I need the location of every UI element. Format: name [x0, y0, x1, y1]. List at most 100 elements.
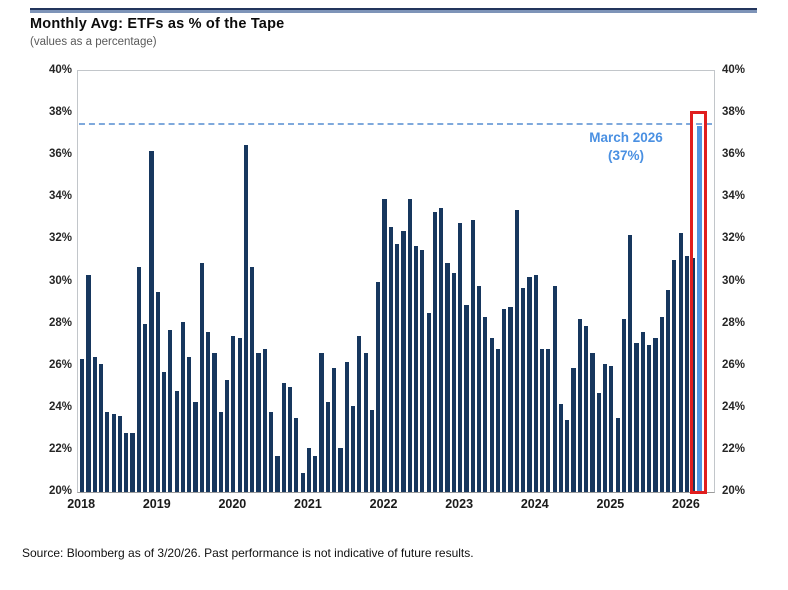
- source-note: Source: Bloomberg as of 3/20/26. Past pe…: [22, 546, 474, 560]
- bar: [80, 359, 85, 492]
- bar: [621, 319, 627, 492]
- bar: [615, 418, 620, 492]
- x-tick-label-year: 2020: [218, 497, 247, 511]
- bar: [287, 386, 293, 492]
- bar: [388, 226, 393, 492]
- x-tick-label-year: 2022: [369, 497, 398, 511]
- bar: [508, 306, 513, 492]
- bar: [243, 144, 249, 492]
- y-tick-label-right: 30%: [722, 274, 746, 287]
- bar: [382, 199, 387, 492]
- bar: [546, 348, 551, 492]
- x-tick-label-year: 2024: [520, 497, 549, 511]
- bar: [445, 262, 450, 492]
- bar: [206, 332, 211, 492]
- y-tick-label-right: 40%: [722, 64, 746, 76]
- bar: [458, 222, 463, 492]
- annotation-line-2: (37%): [607, 147, 644, 163]
- bar: [628, 235, 633, 492]
- bar: [514, 209, 519, 492]
- bar: [552, 285, 557, 492]
- bar: [653, 338, 658, 492]
- bar: [596, 393, 601, 492]
- bar: [451, 273, 456, 492]
- bar: [350, 405, 356, 492]
- bar: [256, 353, 261, 492]
- bar: [602, 363, 608, 492]
- bar: [344, 361, 349, 492]
- bar: [439, 207, 444, 492]
- bar: [117, 416, 123, 492]
- y-tick-label-right: 38%: [722, 106, 746, 119]
- bar: [476, 285, 482, 492]
- bar: [665, 289, 671, 492]
- y-tick-label-left: 32%: [48, 232, 72, 245]
- bar: [489, 338, 494, 492]
- bar: [502, 308, 507, 492]
- bar: [659, 317, 664, 492]
- bar: [212, 353, 217, 492]
- bar: [111, 414, 116, 492]
- chart-subtitle: (values as a percentage): [30, 36, 157, 48]
- bar: [678, 233, 683, 492]
- bar: [634, 342, 639, 492]
- bar: [470, 220, 475, 492]
- bar: [218, 412, 223, 492]
- x-tick-label-year: 2018: [67, 497, 96, 511]
- bar: [401, 230, 406, 492]
- y-tick-label-left: 28%: [48, 316, 72, 329]
- bar: [357, 336, 362, 492]
- bar: [187, 357, 192, 492]
- y-tick-label-right: 22%: [722, 442, 746, 455]
- bar: [306, 447, 312, 492]
- bar: [300, 473, 305, 492]
- plot-area: March 2026 (37%): [77, 70, 715, 493]
- bar: [413, 245, 419, 492]
- bar: [237, 338, 242, 492]
- bar: [231, 336, 236, 492]
- bar: [584, 325, 589, 492]
- bar: [483, 317, 488, 492]
- bar: [640, 332, 645, 492]
- bar: [332, 367, 337, 492]
- bar: [294, 418, 299, 492]
- bar: [105, 412, 110, 492]
- y-tick-label-right: 32%: [722, 232, 746, 245]
- bar: [395, 243, 400, 492]
- bar: [691, 258, 696, 492]
- bar: [92, 357, 97, 492]
- y-tick-label-left: 20%: [48, 485, 72, 497]
- bar: [420, 249, 425, 492]
- y-tick-label-left: 22%: [48, 442, 72, 455]
- bar: [98, 363, 104, 492]
- bar: [224, 380, 230, 492]
- bar: [369, 409, 375, 492]
- y-tick-label-right: 20%: [722, 485, 746, 497]
- bar: [161, 372, 167, 492]
- bar: [521, 287, 526, 492]
- bar: [647, 344, 652, 492]
- y-tick-label-right: 36%: [722, 148, 746, 161]
- highlighted-bar-march-2026: [696, 125, 703, 492]
- bar: [684, 256, 690, 492]
- bar: [609, 365, 614, 492]
- y-tick-label-left: 34%: [48, 190, 72, 203]
- x-tick-label-year: 2023: [445, 497, 474, 511]
- bar: [136, 266, 141, 492]
- bar: [262, 348, 267, 492]
- bar: [130, 433, 135, 492]
- bar: [376, 281, 381, 492]
- reference-dashed-line: [79, 122, 712, 125]
- bar: [281, 382, 286, 492]
- bar: [174, 390, 179, 492]
- bar: [432, 212, 438, 492]
- highlight-red-box: [690, 111, 708, 494]
- bar: [565, 420, 570, 492]
- y-tick-label-right: 34%: [722, 190, 746, 203]
- annotation-line-1: March 2026: [589, 129, 663, 145]
- bar: [464, 304, 469, 492]
- bar: [275, 456, 280, 492]
- y-tick-label-left: 24%: [48, 400, 72, 413]
- y-tick-label-right: 26%: [722, 358, 746, 371]
